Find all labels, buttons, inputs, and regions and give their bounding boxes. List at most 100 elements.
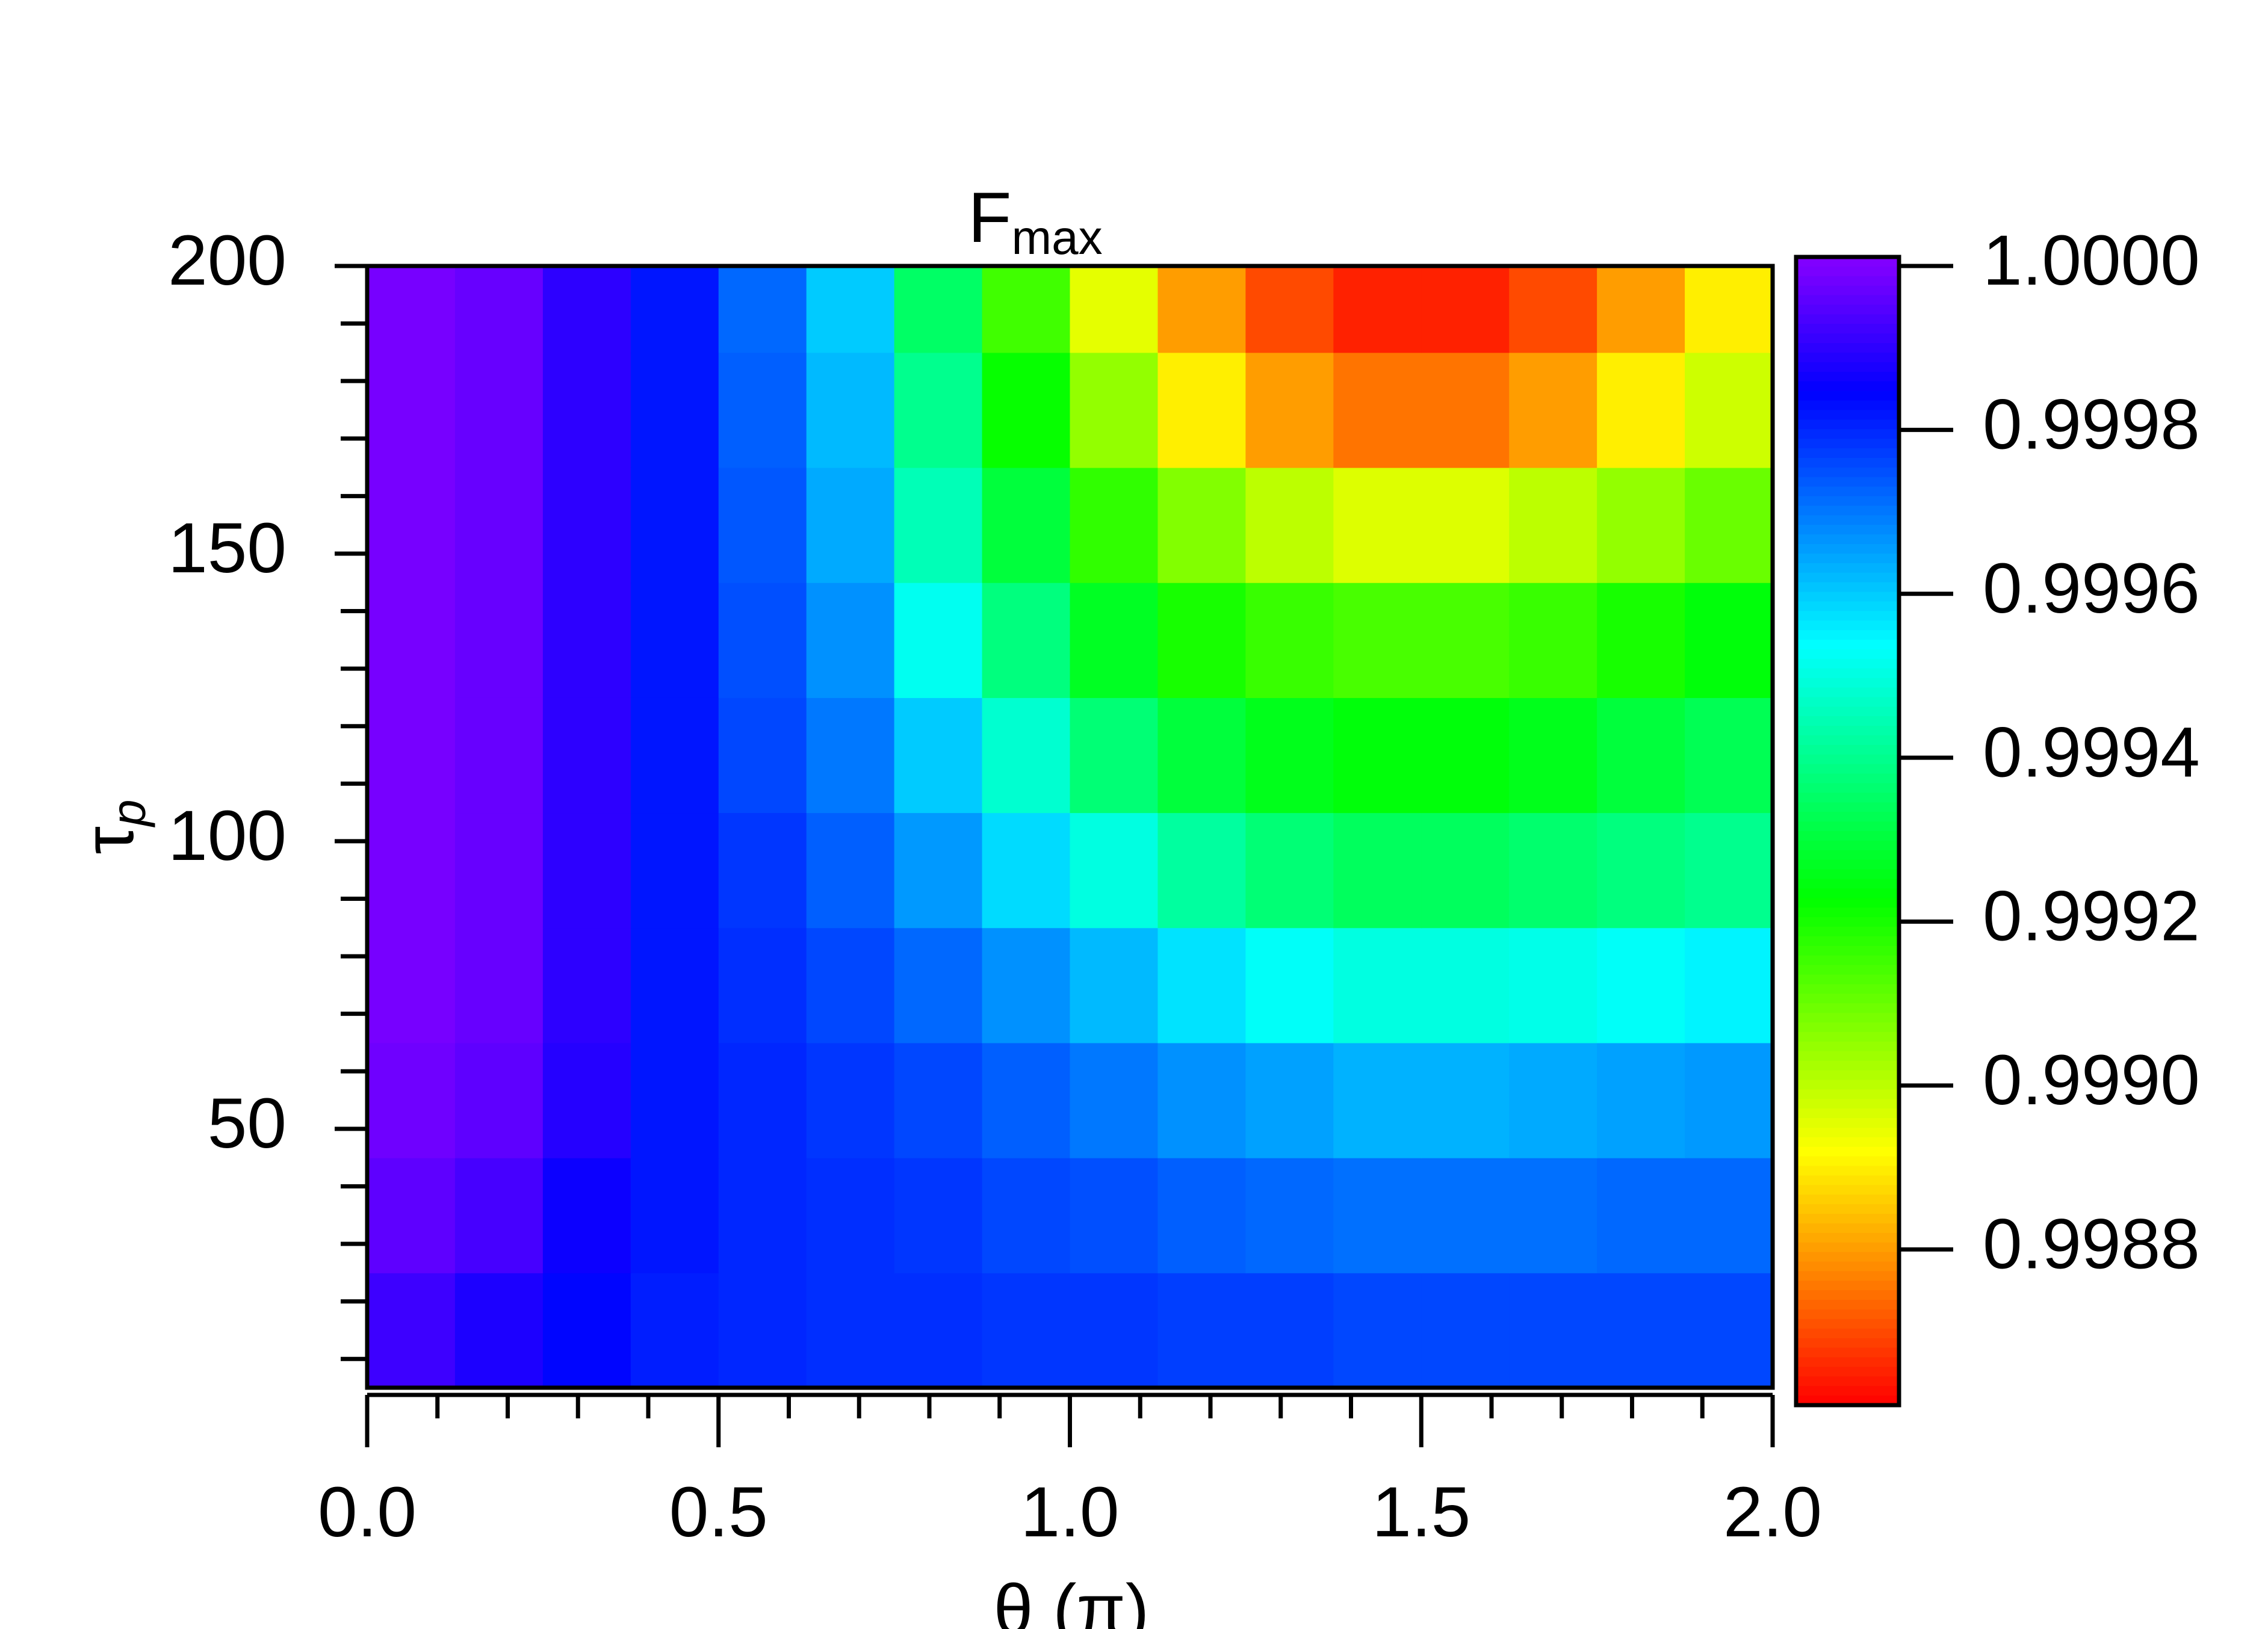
heat-cell: [1509, 1272, 1598, 1388]
colorbar-swatch: [1796, 1070, 1899, 1081]
colorbar-swatch: [1796, 802, 1899, 813]
colorbar-swatch: [1796, 477, 1899, 487]
colorbar-swatch: [1796, 907, 1899, 918]
heat-cell: [894, 697, 983, 814]
colorbar-swatch: [1796, 687, 1899, 698]
heat-cell: [1157, 812, 1247, 929]
heat-cell: [454, 1042, 544, 1158]
colorbar-swatch: [1796, 1281, 1899, 1291]
colorbar-swatch: [1796, 726, 1899, 736]
heat-cell: [1421, 352, 1510, 468]
heat-cell: [1685, 467, 1773, 583]
colorbar-swatch: [1796, 754, 1899, 765]
heat-cell: [1070, 812, 1159, 929]
y-label-sub: p: [102, 799, 155, 827]
colorbar-swatch: [1796, 276, 1899, 286]
heat-cell: [630, 352, 719, 468]
colorbar-swatch: [1796, 984, 1899, 995]
heat-cell: [718, 352, 807, 468]
heat-cell: [806, 352, 895, 468]
heat-cell: [894, 1272, 983, 1388]
colorbar-swatch: [1796, 1118, 1899, 1128]
heat-cell: [1070, 927, 1159, 1043]
colorbar-swatch: [1796, 324, 1899, 335]
y-label-main: τ: [69, 826, 149, 855]
colorbar-swatch: [1796, 257, 1899, 267]
colorbar-swatch: [1796, 668, 1899, 679]
colorbar-swatch: [1796, 544, 1899, 554]
heat-cell: [1333, 582, 1422, 698]
heat-cell: [806, 1272, 895, 1388]
heat-cell: [1333, 812, 1422, 929]
heat-cell: [1597, 467, 1686, 583]
x-tick-label: 0.5: [669, 1473, 768, 1552]
heat-cell: [1333, 467, 1422, 583]
heat-cell: [454, 812, 544, 929]
heat-cell: [806, 1157, 895, 1273]
colorbar-swatch: [1796, 391, 1899, 401]
colorbar-swatch: [1796, 1022, 1899, 1033]
colorbar-swatch: [1796, 1386, 1899, 1397]
heat-cell: [454, 697, 544, 814]
colorbar-swatch: [1796, 429, 1899, 440]
colorbar-swatch: [1796, 1376, 1899, 1387]
colorbar-swatch: [1796, 1137, 1899, 1148]
colorbar-swatch: [1796, 630, 1899, 640]
colorbar-tick-label: 0.9994: [1983, 712, 2200, 792]
heat-cell: [367, 582, 456, 698]
heat-cell: [630, 927, 719, 1043]
colorbar-swatch: [1796, 859, 1899, 870]
heat-cell: [1685, 1157, 1773, 1273]
heat-cell: [1070, 467, 1159, 583]
colorbar-swatch: [1796, 353, 1899, 363]
heat-cell: [982, 352, 1071, 468]
heat-cell: [367, 697, 456, 814]
colorbar-swatch: [1796, 764, 1899, 774]
heat-cell: [894, 467, 983, 583]
colorbar-swatch: [1796, 697, 1899, 708]
heat-cell: [1509, 697, 1598, 814]
colorbar-swatch: [1796, 620, 1899, 631]
heat-cell: [1597, 1042, 1686, 1158]
heat-cell: [542, 1272, 631, 1388]
heat-cell: [718, 1272, 807, 1388]
colorbar-swatch: [1796, 1175, 1899, 1186]
colorbar-swatch: [1796, 965, 1899, 975]
heat-cell: [718, 697, 807, 814]
colorbar-swatch: [1796, 1252, 1899, 1263]
colorbar-tick-label: 1.0000: [1983, 221, 2200, 300]
x-tick-label: 1.5: [1372, 1473, 1470, 1552]
colorbar-swatch: [1796, 945, 1899, 956]
heat-cell: [367, 927, 456, 1043]
colorbar-swatch: [1796, 678, 1899, 688]
title-main: F: [968, 178, 1011, 258]
heat-cell: [1509, 352, 1598, 468]
heat-cell: [1245, 582, 1334, 698]
heat-cell: [1333, 1272, 1422, 1388]
heat-cell: [630, 1042, 719, 1158]
heat-cell: [1685, 582, 1773, 698]
colorbar-swatch: [1796, 1099, 1899, 1110]
colorbar-swatch: [1796, 744, 1899, 755]
colorbar-swatch: [1796, 553, 1899, 564]
heat-cell: [1245, 352, 1334, 468]
heat-cell: [894, 927, 983, 1043]
colorbar-swatch: [1796, 936, 1899, 947]
heat-cell: [894, 582, 983, 698]
heat-cell: [1333, 352, 1422, 468]
colorbar-swatch: [1796, 850, 1899, 861]
colorbar-swatch: [1796, 1242, 1899, 1253]
colorbar-swatch: [1796, 917, 1899, 927]
colorbar-swatch: [1796, 1166, 1899, 1176]
colorbar-swatch: [1796, 295, 1899, 306]
heat-cell: [542, 467, 631, 583]
colorbar-swatch: [1796, 563, 1899, 573]
colorbar-swatch: [1796, 572, 1899, 583]
heat-cell: [1509, 1157, 1598, 1273]
colorbar-swatch: [1796, 1214, 1899, 1224]
colorbar-swatch: [1796, 1261, 1899, 1272]
colorbar-swatch: [1796, 1290, 1899, 1301]
heat-cell: [806, 467, 895, 583]
colorbar-swatch: [1796, 611, 1899, 622]
heat-cell: [1421, 467, 1510, 583]
